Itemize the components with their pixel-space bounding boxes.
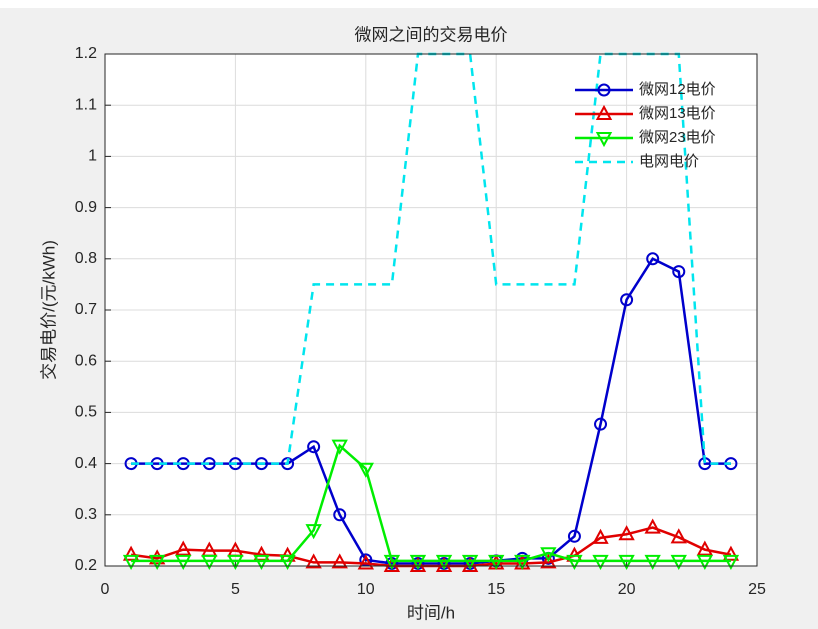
legend-label: 微网13电价 — [639, 105, 716, 122]
marker — [595, 132, 613, 148]
marker — [696, 554, 714, 570]
legend-label: 电网电价 — [639, 153, 699, 170]
y-tick-label: 1 — [88, 148, 97, 165]
x-tick-label: 20 — [618, 581, 636, 598]
marker — [644, 554, 661, 570]
axes-box — [104, 53, 758, 567]
legend-label: 微网12电价 — [639, 81, 716, 98]
marker — [175, 540, 192, 556]
marker — [461, 554, 479, 570]
marker — [644, 518, 661, 534]
marker — [435, 554, 453, 570]
y-tick-label: 0.4 — [75, 455, 97, 472]
y-tick-label: 0.8 — [75, 250, 97, 267]
marker — [409, 556, 427, 572]
x-tick-label: 10 — [357, 581, 375, 598]
marker — [383, 554, 401, 570]
marker — [357, 554, 374, 570]
marker — [594, 417, 608, 431]
marker — [567, 529, 581, 543]
marker — [696, 540, 714, 556]
marker — [122, 554, 140, 570]
marker — [409, 554, 427, 570]
y-tick-label: 1.2 — [75, 45, 97, 62]
marker — [279, 554, 296, 570]
y-axis-label: 交易电价/(元/kWh) — [39, 240, 58, 380]
marker — [305, 524, 322, 540]
toolbar-strip — [0, 0, 818, 8]
legend-label: 微网23电价 — [639, 129, 716, 146]
marker — [227, 554, 244, 570]
y-tick-label: 0.6 — [75, 352, 97, 369]
y-tick-label: 1.1 — [75, 96, 97, 113]
marker — [540, 547, 557, 563]
y-tick-label: 0.2 — [75, 557, 97, 574]
marker — [618, 554, 635, 570]
data — [122, 52, 740, 572]
marker — [597, 83, 611, 97]
x-axis-label: 时间/h — [407, 603, 455, 622]
marker — [488, 554, 505, 570]
marker — [253, 554, 270, 570]
y-tick-label: 0.9 — [75, 199, 97, 216]
marker — [305, 553, 322, 569]
marker — [618, 525, 635, 541]
marker — [201, 554, 218, 570]
marker — [670, 528, 687, 544]
marker — [331, 553, 348, 569]
marker — [148, 554, 166, 570]
marker — [566, 554, 583, 570]
x-tick-label: 25 — [748, 581, 766, 598]
x-tick-label: 15 — [487, 581, 505, 598]
marker — [670, 554, 687, 570]
marker — [620, 293, 634, 307]
marker — [435, 556, 453, 572]
marker — [540, 553, 557, 569]
marker — [307, 440, 321, 454]
marker — [514, 554, 531, 570]
marker — [175, 554, 192, 570]
x-tick-label: 0 — [101, 581, 110, 598]
marker — [148, 549, 166, 565]
marker — [331, 439, 348, 455]
marker — [254, 457, 268, 471]
x-tick-label: 5 — [231, 581, 240, 598]
marker — [461, 556, 479, 572]
chart-title: 微网之间的交易电价 — [355, 25, 508, 44]
marker — [592, 528, 609, 544]
y-tick-label: 0.5 — [75, 404, 97, 421]
marker — [357, 462, 374, 478]
marker — [595, 104, 613, 120]
y-tick-label: 0.3 — [75, 506, 97, 523]
marker — [383, 556, 401, 572]
marker — [672, 265, 686, 279]
y-tick-label: 0.7 — [75, 301, 97, 318]
marker — [333, 508, 347, 522]
marker — [592, 554, 609, 570]
marker — [722, 554, 740, 570]
marker — [646, 252, 660, 266]
